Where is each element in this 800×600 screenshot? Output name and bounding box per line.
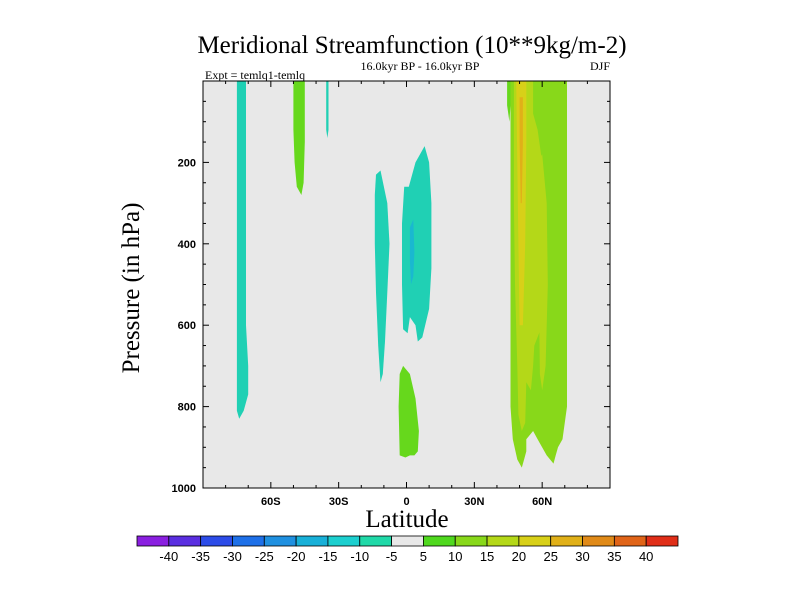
- contour-region-nh-positive-mid-right: [537, 154, 548, 391]
- colorbar-swatch: [136, 535, 170, 547]
- x-tick-label: 30S: [329, 496, 349, 508]
- x-tick-label: 30N: [464, 496, 484, 508]
- colorbar-label: 25: [543, 549, 557, 564]
- colorbar-label: -20: [287, 549, 306, 564]
- x-tick-label: 60S: [261, 496, 281, 508]
- x-tick-label: 60N: [532, 496, 552, 508]
- colorbar-label: -40: [159, 549, 178, 564]
- y-tick-label: 800: [178, 402, 196, 414]
- colorbar-swatch: [518, 535, 552, 547]
- colorbar-label: 15: [480, 549, 494, 564]
- colorbar-swatch: [327, 535, 361, 547]
- y-tick-label: 200: [178, 157, 196, 169]
- colorbar-label: -5: [386, 549, 398, 564]
- y-tick-label: 600: [178, 320, 196, 332]
- contour-region-nh-positive-core: [519, 97, 523, 204]
- colorbar-swatch: [645, 535, 679, 547]
- y-axis-label: Pressure (in hPa): [118, 203, 145, 374]
- y-tick-labels: 200 400 600 800 1000: [172, 157, 196, 495]
- subtitle-left: Expt = temlq1-temlq: [205, 68, 305, 82]
- colorbar-swatch: [295, 535, 329, 547]
- subtitle-center: 16.0kyr BP - 16.0kyr BP: [361, 59, 480, 73]
- colorbar: [136, 535, 679, 547]
- colorbar-swatch: [359, 535, 392, 547]
- contour-region-equatorial-negative-core: [409, 219, 415, 285]
- x-tick-label: 0: [403, 496, 409, 508]
- colorbar-swatch: [168, 535, 202, 547]
- contour-region-equatorial-negative: [402, 146, 432, 342]
- contour-regions: [236, 81, 567, 468]
- contour-region-sh-thin-negative-upper: [326, 81, 329, 138]
- subtitle-right: DJF: [590, 59, 610, 73]
- colorbar-label: -35: [191, 549, 210, 564]
- x-axis-label: Latitude: [365, 506, 448, 533]
- colorbar-label: -25: [255, 549, 274, 564]
- colorbar-swatch: [486, 535, 520, 547]
- colorbar-swatch: [550, 535, 583, 547]
- contour-region-nh-thin-positive-upper: [507, 81, 511, 122]
- colorbar-swatch: [232, 535, 265, 547]
- colorbar-label: 40: [639, 549, 653, 564]
- y-tick-label: 400: [178, 239, 196, 251]
- contour-region-equatorial-positive-lower: [398, 365, 419, 458]
- y-tick-label: 1000: [172, 483, 196, 495]
- contour-region-sh-midlat-positive-upper: [293, 81, 305, 195]
- colorbar-swatch: [423, 535, 456, 547]
- colorbar-swatch: [391, 535, 424, 547]
- contour-region-subtropic-negative: [374, 170, 390, 383]
- colorbar-swatch: [613, 535, 647, 547]
- chart-title: Meridional Streamfunction (10**9kg/m-2): [197, 32, 626, 59]
- plot-area: 60S 30S 0 30N 60N 200 400 600 800 1000: [172, 80, 611, 508]
- colorbar-swatch: [200, 535, 233, 547]
- colorbar-label: 35: [607, 549, 621, 564]
- colorbar-swatch: [454, 535, 488, 547]
- colorbar-labels: -40 -35 -30 -25 -20 -15 -10 -5 5 10 15 20 25 30 35 40: [159, 549, 653, 564]
- colorbar-label: -15: [319, 549, 338, 564]
- colorbar-label: -30: [223, 549, 242, 564]
- colorbar-label: 30: [575, 549, 589, 564]
- colorbar-swatch: [263, 535, 297, 547]
- colorbar-label: 5: [420, 549, 427, 564]
- colorbar-label: -10: [350, 549, 369, 564]
- colorbar-label: 20: [512, 549, 526, 564]
- x-tick-labels: 60S 30S 0 30N 60N: [261, 496, 552, 508]
- colorbar-label: 10: [448, 549, 462, 564]
- colorbar-swatch: [582, 535, 615, 547]
- axis-ticks: [202, 80, 611, 489]
- contour-region-sh-high-lat-negative: [236, 81, 249, 419]
